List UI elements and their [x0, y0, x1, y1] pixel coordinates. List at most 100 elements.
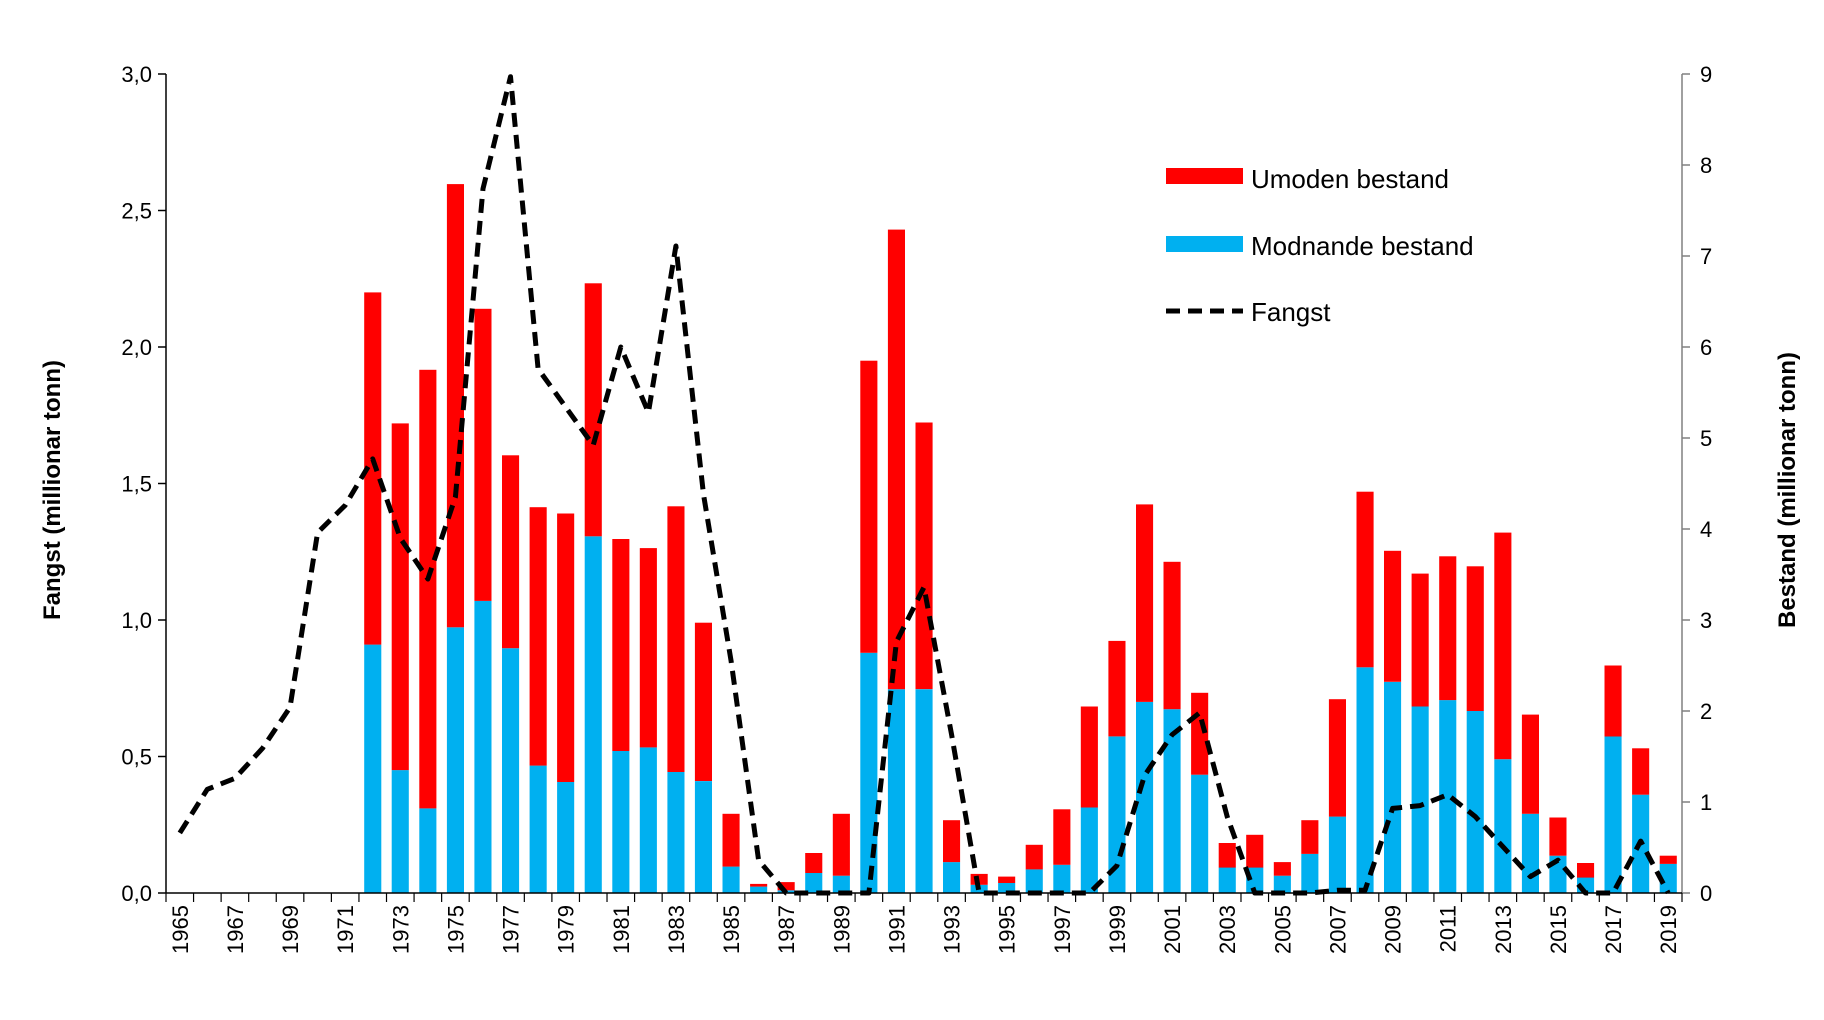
bar-umoden-2011	[1439, 556, 1457, 701]
bar-modnande-1989	[832, 875, 850, 893]
bar-modnande-1976	[474, 600, 492, 893]
x-tick-label: 1965	[168, 905, 193, 954]
x-tick-label: 1989	[829, 905, 854, 954]
x-tick-label: 2003	[1215, 905, 1240, 954]
bar-umoden-1982	[639, 548, 657, 748]
y-right-tick-label: 1	[1700, 790, 1712, 815]
bar-modnande-1973	[391, 770, 409, 893]
bar-modnande-1992	[915, 689, 933, 893]
x-tick-label: 1985	[719, 905, 744, 954]
x-tick-label: 2013	[1491, 905, 1516, 954]
y-left-tick-label: 0,5	[121, 745, 152, 770]
bar-umoden-1991	[887, 229, 905, 690]
y-right-tick-label: 3	[1700, 608, 1712, 633]
x-tick-label: 1983	[664, 905, 689, 954]
bar-umoden-1990	[860, 360, 878, 653]
bar-umoden-1983	[667, 506, 685, 772]
bar-umoden-2002	[1191, 692, 1209, 775]
y-right-tick-label: 8	[1700, 153, 1712, 178]
bar-umoden-1999	[1108, 640, 1126, 737]
bar-modnande-1991	[887, 689, 905, 893]
y-left-tick-label: 1,0	[121, 608, 152, 633]
legend: Umoden bestand Modnande bestand Fangst	[1166, 164, 1474, 327]
x-tick-label: 2017	[1601, 905, 1626, 954]
y-right-tick-label: 6	[1700, 335, 1712, 360]
bar-umoden-2003	[1218, 843, 1236, 868]
x-tick-label: 1967	[223, 905, 248, 954]
bar-modnande-1986	[750, 886, 768, 893]
bar-modnande-1981	[612, 751, 630, 893]
x-tick-label: 2009	[1381, 905, 1406, 954]
bar-modnande-2013	[1494, 759, 1512, 893]
bar-umoden-2013	[1494, 532, 1512, 760]
x-tick-label: 2015	[1546, 905, 1571, 954]
axes-group: 0,0 0,5 1,0 1,5 2,0 2,5 3,0 0 1 2 3 4 5 6 7 8 9 1965 1967 1…	[121, 62, 1712, 954]
y-left-tick-label: 2,0	[121, 335, 152, 360]
bar-modnande-2014	[1521, 813, 1539, 893]
x-tick-label: 1973	[388, 905, 413, 954]
bar-umoden-1974	[419, 369, 437, 809]
bar-modnande-2005	[1273, 875, 1291, 893]
legend-label-umoden: Umoden bestand	[1251, 164, 1449, 194]
bar-modnande-2019	[1659, 863, 1677, 893]
bar-modnande-2012	[1466, 711, 1484, 893]
bar-umoden-2019	[1659, 855, 1677, 864]
bar-umoden-2012	[1466, 566, 1484, 711]
bar-modnande-1977	[502, 648, 520, 893]
y-right-tick-label: 0	[1700, 881, 1712, 906]
bar-modnande-2000	[1136, 701, 1154, 893]
bar-umoden-2015	[1549, 817, 1567, 856]
bar-modnande-2002	[1191, 774, 1209, 893]
y-right-tick-label: 4	[1700, 517, 1712, 542]
x-tick-label: 1993	[940, 905, 965, 954]
x-tick-label: 1997	[1050, 905, 1075, 954]
x-tick-label: 1991	[884, 905, 909, 954]
x-tick-label: 2005	[1270, 905, 1295, 954]
bar-modnande-1998	[1080, 807, 1098, 893]
bar-umoden-1988	[805, 853, 823, 873]
bar-modnande-2007	[1328, 816, 1346, 893]
y-right-tick-label: 9	[1700, 62, 1712, 87]
bar-umoden-1978	[529, 507, 547, 766]
bar-umoden-2000	[1136, 504, 1154, 702]
bar-modnande-1979	[557, 782, 575, 893]
bar-modnande-1975	[446, 627, 464, 893]
bar-umoden-1987	[777, 882, 795, 891]
y-axis-right-title: Bestand (millionar tonn)	[1774, 352, 1801, 628]
legend-label-fangst: Fangst	[1251, 297, 1331, 327]
bar-umoden-1984	[694, 622, 712, 781]
bar-umoden-1977	[502, 455, 520, 649]
x-tick-label: 1969	[278, 905, 303, 954]
legend-swatch-umoden	[1166, 168, 1243, 184]
bar-umoden-1996	[1025, 844, 1043, 870]
bar-modnande-2010	[1411, 706, 1429, 893]
bar-umoden-1989	[832, 813, 850, 876]
bar-modnande-1980	[584, 536, 602, 893]
y-axis-left-title: Fangst (millionar tonn)	[39, 360, 66, 620]
bar-modnande-1982	[639, 747, 657, 893]
bar-umoden-1992	[915, 422, 933, 690]
bar-umoden-1997	[1053, 809, 1071, 865]
bar-umoden-2005	[1273, 862, 1291, 876]
bar-modnande-1972	[364, 644, 382, 893]
y-right-tick-label: 5	[1700, 426, 1712, 451]
x-tick-label: 1987	[774, 905, 799, 954]
bar-umoden-1993	[943, 820, 961, 863]
bar-umoden-2004	[1246, 834, 1264, 868]
x-tick-label: 1999	[1105, 905, 1130, 954]
legend-swatch-modnande	[1166, 236, 1243, 252]
bar-modnande-1996	[1025, 869, 1043, 893]
fangst-line-group	[177, 74, 1671, 896]
bar-modnande-2003	[1218, 867, 1236, 893]
bar-modnande-1988	[805, 873, 823, 893]
bar-umoden-2017	[1604, 665, 1622, 737]
bar-modnande-2011	[1439, 700, 1457, 893]
bar-modnande-1978	[529, 765, 547, 893]
x-tick-label: 1979	[554, 905, 579, 954]
y-left-tick-label: 1,5	[121, 472, 152, 497]
x-tick-label: 2001	[1160, 905, 1185, 954]
bar-umoden-2001	[1163, 561, 1181, 710]
x-tick-label: 2011	[1436, 905, 1461, 952]
bar-umoden-2018	[1632, 748, 1650, 795]
bar-modnande-1974	[419, 808, 437, 893]
